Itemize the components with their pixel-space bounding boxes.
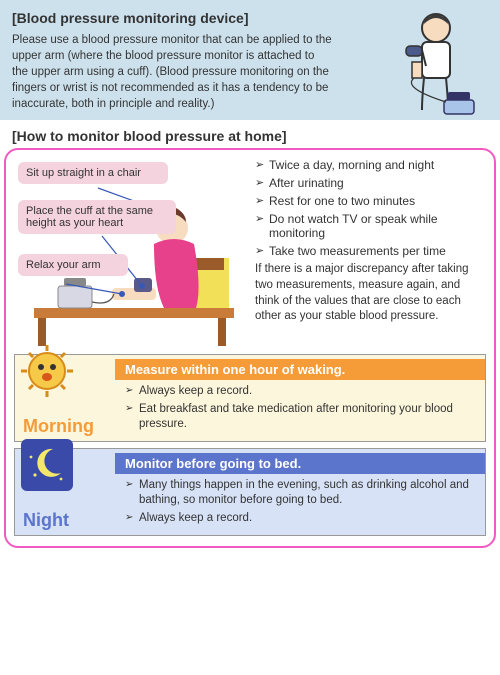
morning-label: Morning	[23, 416, 94, 437]
instruction-row: Sit up straight in a chair Place the cuf…	[14, 158, 486, 348]
night-header: Monitor before going to bed.	[115, 453, 485, 474]
guideline-item: Do not watch TV or speak while monitorin…	[255, 212, 486, 240]
callout-relax-arm: Relax your arm	[18, 254, 128, 276]
illustration-panel: Sit up straight in a chair Place the cuf…	[14, 158, 249, 348]
guideline-note: If there is a major discrepancy after ta…	[255, 262, 486, 324]
moon-icon	[19, 437, 75, 496]
guideline-item: After urinating	[255, 176, 486, 190]
night-item: Always keep a record.	[125, 511, 477, 526]
morning-header: Measure within one hour of waking.	[115, 359, 485, 380]
morning-list: Always keep a record. Eat breakfast and …	[125, 384, 477, 432]
main-instructions-box: Sit up straight in a chair Place the cuf…	[4, 148, 496, 548]
guideline-item: Take two measurements per time	[255, 244, 486, 258]
seated-person-arm-cuff-icon	[382, 8, 482, 121]
morning-item: Eat breakfast and take medication after …	[125, 402, 477, 432]
guidelines-list: Twice a day, morning and night After uri…	[255, 158, 486, 348]
morning-box: Measure within one hour of waking. Alway…	[14, 354, 486, 442]
night-item: Many things happen in the evening, such …	[125, 478, 477, 508]
guideline-item: Rest for one to two minutes	[255, 194, 486, 208]
device-section: [Blood pressure monitoring device] Pleas…	[0, 0, 500, 120]
night-label: Night	[23, 510, 69, 531]
sun-icon	[19, 343, 75, 402]
callout-cuff-height: Place the cuff at the same height as you…	[18, 200, 176, 234]
night-list: Many things happen in the evening, such …	[125, 478, 477, 526]
how-to-title: [How to monitor blood pressure at home]	[0, 120, 500, 148]
device-paragraph: Please use a blood pressure monitor that…	[12, 32, 332, 112]
guideline-item: Twice a day, morning and night	[255, 158, 486, 172]
night-box: Monitor before going to bed. Many things…	[14, 448, 486, 536]
callout-sit-straight: Sit up straight in a chair	[18, 162, 168, 184]
morning-item: Always keep a record.	[125, 384, 477, 399]
